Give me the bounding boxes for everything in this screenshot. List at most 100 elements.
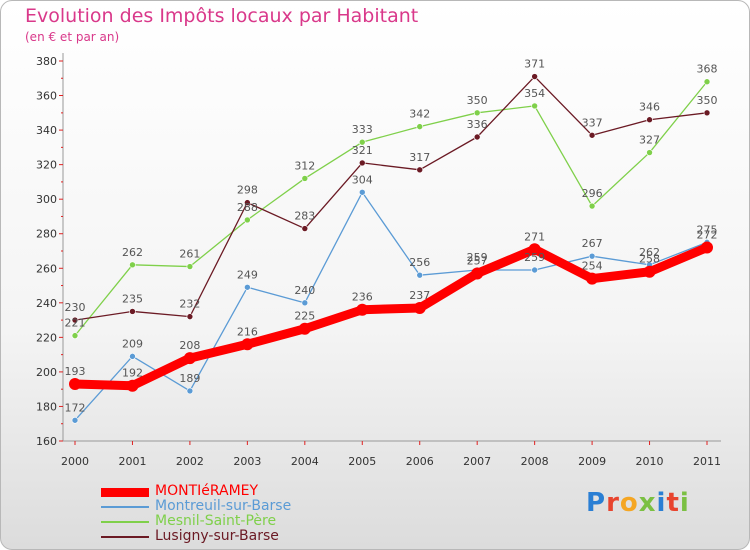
y-tick-label: 380 [36,55,57,68]
data-point [72,333,78,339]
data-label: 225 [294,310,315,323]
logo-letter: P [586,488,606,518]
data-point [241,338,253,350]
data-point [302,226,308,232]
data-label: 283 [294,210,315,223]
logo-letter: o [620,488,639,518]
data-point [244,217,250,223]
data-label: 258 [639,253,660,266]
y-tick-label: 180 [36,400,57,413]
y-tick-label: 240 [36,297,57,310]
series-line [75,248,707,386]
data-label: 221 [65,317,86,330]
legend-label: Mesnil-Saint-Père [155,514,276,529]
x-tick-label: 2009 [578,455,606,468]
data-point [532,74,538,80]
data-point [644,266,656,278]
legend-label: Lusigny-sur-Barse [155,529,279,544]
data-label: 296 [582,187,603,200]
data-point [589,253,595,259]
data-label: 192 [122,367,143,380]
x-tick-label: 2005 [348,455,376,468]
data-label: 262 [122,246,143,259]
data-point [244,284,250,290]
data-label: 327 [639,134,660,147]
data-label: 189 [179,372,200,385]
data-label: 232 [179,298,200,311]
data-point [129,353,135,359]
y-tick-label: 280 [36,228,57,241]
legend-swatch [101,506,149,508]
y-tick-label: 360 [36,90,57,103]
y-tick-label: 300 [36,193,57,206]
y-tick-label: 320 [36,159,57,172]
data-label: 237 [409,289,430,302]
legend-label: Montreuil-sur-Barse [155,499,291,514]
data-label: 350 [697,94,718,107]
data-point [184,352,196,364]
data-label: 288 [237,201,258,214]
data-label: 371 [524,58,545,71]
data-label: 304 [352,173,373,186]
data-point [474,134,480,140]
data-label: 321 [352,144,373,157]
data-point [299,323,311,335]
data-point [302,300,308,306]
data-label: 230 [65,301,86,314]
legend-swatch [101,536,149,538]
series-line [75,82,707,336]
data-label: 208 [179,339,200,352]
logo-letter: r [606,488,620,518]
data-point [586,273,598,285]
legend-swatch [101,488,149,497]
x-tick-label: 2011 [693,455,721,468]
data-point [471,267,483,279]
data-point [589,203,595,209]
data-point [417,167,423,173]
y-tick-label: 340 [36,124,57,137]
x-tick-label: 2008 [521,455,549,468]
data-point [187,388,193,394]
data-label: 261 [179,248,200,261]
legend-label: MONTIéRAMEY [155,484,258,499]
x-tick-label: 2003 [233,455,261,468]
data-label: 235 [122,292,143,305]
series-line [75,77,707,321]
data-point [69,378,81,390]
x-tick-label: 2001 [118,455,146,468]
data-point [72,417,78,423]
y-tick-label: 200 [36,366,57,379]
proxiti-logo: Proxiti [586,488,690,518]
x-tick-label: 2006 [406,455,434,468]
data-label: 259 [524,251,545,264]
data-label: 240 [294,284,315,297]
data-label: 193 [65,365,86,378]
data-label: 236 [352,291,373,304]
data-point [187,314,193,320]
x-tick-label: 2000 [61,455,89,468]
data-label: 254 [582,260,603,273]
data-point [532,103,538,109]
y-tick-label: 220 [36,331,57,344]
data-label: 337 [582,116,603,129]
data-point [356,304,368,316]
data-point [704,110,710,116]
data-label: 317 [409,151,430,164]
x-tick-label: 2007 [463,455,491,468]
data-point [359,189,365,195]
data-point [701,242,713,254]
data-point [417,272,423,278]
data-label: 272 [697,229,718,242]
logo-letter: i [680,488,690,518]
data-label: 216 [237,325,258,338]
chart-frame: Evolution des Impôts locaux par Habitant… [0,0,750,550]
data-label: 354 [524,87,545,100]
data-point [359,160,365,166]
data-label: 312 [294,159,315,172]
data-point [474,110,480,116]
x-tick-label: 2004 [291,455,319,468]
legend-swatch [101,521,149,523]
data-label: 256 [409,256,430,269]
data-point [129,308,135,314]
data-point [129,262,135,268]
